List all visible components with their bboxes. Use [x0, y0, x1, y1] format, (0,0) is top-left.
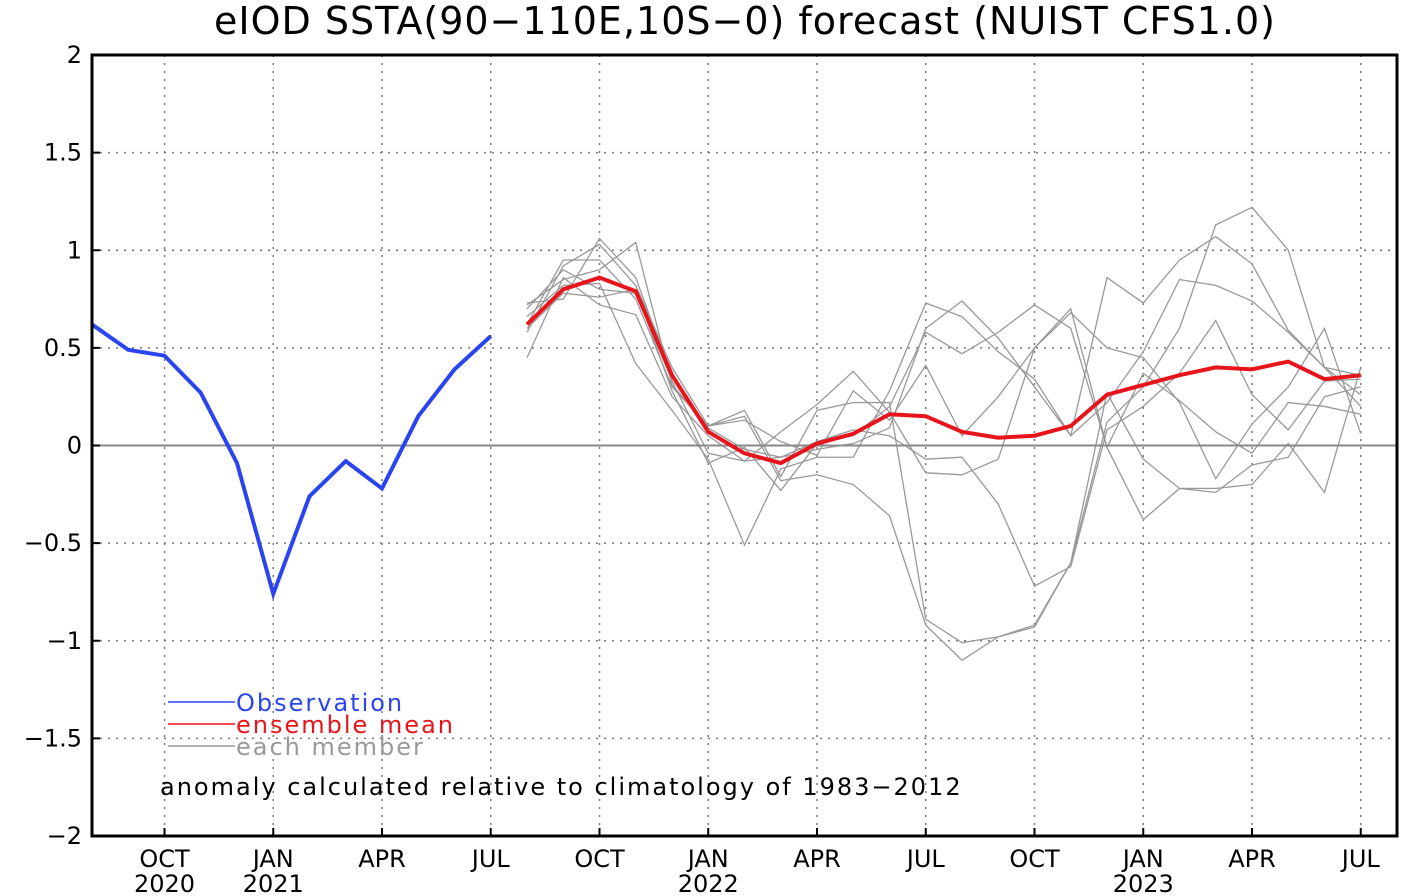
x-tick-month-6: APR — [793, 845, 841, 873]
x-tick-month-9: JAN — [1121, 845, 1164, 873]
y-tick-label-0: 2 — [67, 41, 82, 69]
x-tick-month-0: OCT — [139, 845, 190, 873]
member-line-6 — [526, 259, 1362, 481]
x-tick-month-7: JUL — [905, 845, 946, 873]
y-tick-label-4: 0 — [67, 432, 82, 460]
y-tick-label-7: −1.5 — [24, 724, 82, 752]
x-tick-month-8: OCT — [1009, 845, 1060, 873]
member-line-7 — [526, 268, 1361, 587]
member-lines — [526, 206, 1362, 662]
x-tick-year-5: 2022 — [678, 870, 739, 896]
observation-line — [90, 322, 493, 601]
x-tick-month-4: OCT — [574, 845, 625, 873]
y-tick-label-6: −1 — [47, 627, 82, 655]
legend-label-each-member: each member — [236, 733, 425, 761]
x-tick-month-5: JAN — [686, 845, 729, 873]
x-tick-month-1: JAN — [251, 845, 294, 873]
ensemble-mean-line — [525, 275, 1361, 466]
series-lines — [90, 275, 1361, 601]
climatology-note: anomaly calculated relative to climatolo… — [160, 773, 963, 801]
member-line-8 — [526, 241, 1362, 644]
x-tick-year-9: 2023 — [1113, 870, 1174, 896]
y-tick-label-5: −0.5 — [24, 529, 82, 557]
x-tick-month-2: APR — [358, 845, 406, 873]
member-line-4 — [526, 235, 1362, 547]
y-tick-label-2: 1 — [67, 236, 82, 264]
x-tick-month-10: APR — [1228, 845, 1276, 873]
x-tick-year-0: 2020 — [134, 870, 195, 896]
member-line-2 — [526, 206, 1362, 662]
legend-label-ensemble-mean: ensemble mean — [236, 711, 455, 739]
y-tick-label-3: 0.5 — [44, 334, 82, 362]
grid-lines — [92, 55, 1397, 836]
x-tick-month-3: JUL — [470, 845, 511, 873]
y-tick-label-1: 1.5 — [44, 139, 82, 167]
member-line-3 — [526, 276, 1361, 476]
chart-title: eIOD SSTA(90−110E,10S−0) forecast (NUIST… — [214, 0, 1276, 43]
legend-label-observation: Observation — [236, 689, 404, 717]
x-tick-year-1: 2021 — [243, 870, 304, 896]
x-tick-month-11: JUL — [1340, 845, 1381, 873]
y-tick-label-8: −2 — [47, 822, 82, 850]
y-axis-ticks: 2 1.5 1 0.5 0 −0.5 −1 −1.5 −2 — [24, 41, 100, 850]
